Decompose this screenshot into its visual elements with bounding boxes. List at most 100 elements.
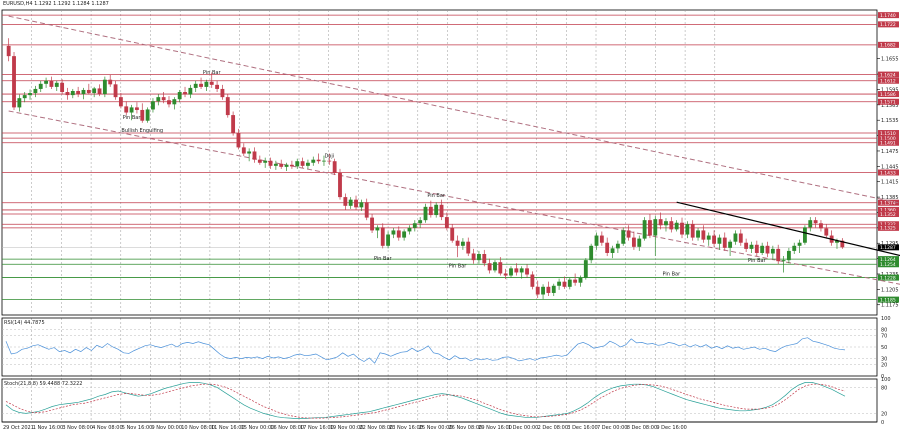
candle-body [599,235,604,243]
candle-body [749,244,754,249]
candle-body [653,219,658,236]
candle-body [573,279,578,283]
candle-body [145,109,150,121]
candle-body [370,217,374,231]
pattern-annotation: Pin Bar [449,263,468,269]
candle-body [615,243,620,249]
price-tick-label: 1.1205 [881,287,899,293]
pattern-annotation: Pin Bar [203,70,222,76]
candle-body [156,97,161,102]
candle-body [49,80,54,87]
candle-body [423,206,428,221]
date-tick-label: 7 Dec 00:00 [597,425,627,431]
resistance-price-label: 1.1325 [880,226,896,232]
support-price-label: 1.1228 [880,275,896,281]
date-tick-label: 3 Nov 08:00 [62,425,93,431]
resistance-price-label: 1.1491 [880,141,896,147]
pattern-annotation: Doji [324,154,334,160]
resistance-price-tag [878,206,899,213]
candle-body [412,223,417,228]
oscillator-tick-label: 70 [881,333,887,339]
oscillator-series-line [5,337,846,364]
candle-body [439,204,444,218]
candle-body [835,240,839,243]
date-tick-label: 29 Nov 16:00 [478,425,512,431]
date-tick-label: 9 Dec 16:00 [656,425,686,431]
resistance-price-label: 1.1571 [880,100,896,106]
candle-body [257,159,262,163]
resistance-price-label: 1.1612 [880,79,896,85]
candle-body [268,160,273,166]
candle-body [167,100,171,105]
price-tick-label: 1.1655 [881,57,899,63]
oscillator-tick-label: 80 [881,328,887,334]
date-tick-label: 16 Nov 08:00 [270,425,304,431]
support-price-label: 1.1264 [880,257,896,263]
pattern-annotation: Pin Bar [374,256,393,262]
candle-body [503,273,508,276]
resistance-price-label: 1.1433 [880,170,896,176]
date-tick-label: 9 Nov 00:00 [152,425,183,431]
candle-body [733,233,738,242]
candle-body [54,82,59,87]
candle-body [626,230,631,238]
date-tick-label: 3 Dec 16:00 [567,425,597,431]
candle-body [546,286,551,293]
candle-body [279,163,284,167]
date-tick-label: 5 Nov 16:00 [122,425,153,431]
symbol-info: EURUSD,H4 1.1292 1.1292 1.1284 1.1287 [3,1,109,7]
candle-body [722,237,727,248]
candle-body [354,199,358,208]
pattern-annotation: Pin Bar [427,193,446,199]
candle-body [124,106,129,113]
candle-body [567,279,572,287]
resistance-price-tag [878,98,899,105]
resistance-price-tag [878,41,899,48]
support-price-tag [878,274,899,281]
candle-body [129,107,134,113]
candle-body [530,274,535,287]
candle-body [306,162,310,166]
candle-body [402,231,407,238]
candle-body [605,242,610,253]
resistance-price-tag [878,139,899,146]
candle-body [477,254,481,261]
candle-body [669,221,674,230]
candle-body [108,79,113,85]
date-tick-label: 23 Nov 16:00 [389,425,423,431]
candle-body [38,83,43,89]
candle-body [717,237,722,244]
resistance-price-label: 1.1374 [880,201,896,207]
candle-body [482,254,487,264]
oscillator-tick-label: 30 [881,357,887,363]
date-tick-label: 22 Nov 08:00 [359,425,393,431]
resistance-price-tag [878,169,899,176]
candle-body [642,220,647,239]
candle-body [712,235,716,244]
candle-body [418,220,423,224]
candle-body [466,241,471,254]
candle-body [375,227,380,231]
resistance-price-tag [878,221,899,228]
price-tick-label: 1.1595 [881,87,899,93]
candle-body [22,95,27,99]
resistance-price-tag [878,77,899,84]
candle-body [289,164,294,167]
price-tick-label: 1.1175 [881,303,899,309]
price-tick-label: 1.1475 [881,149,899,155]
candle-body [701,230,706,240]
candle-body [247,151,252,154]
oscillator-tick-label: 20 [881,362,887,368]
resistance-price-label: 1.1500 [880,136,896,142]
candle-body [188,87,193,95]
candle-body [808,220,813,228]
candle-body [813,220,818,224]
resistance-price-tag [878,12,899,19]
candle-body [460,241,465,246]
candle-body [236,133,241,148]
candle-body [786,250,791,261]
candle-body [28,93,32,96]
resistance-price-tag [878,130,899,137]
support-price-label: 1.1185 [880,297,896,303]
